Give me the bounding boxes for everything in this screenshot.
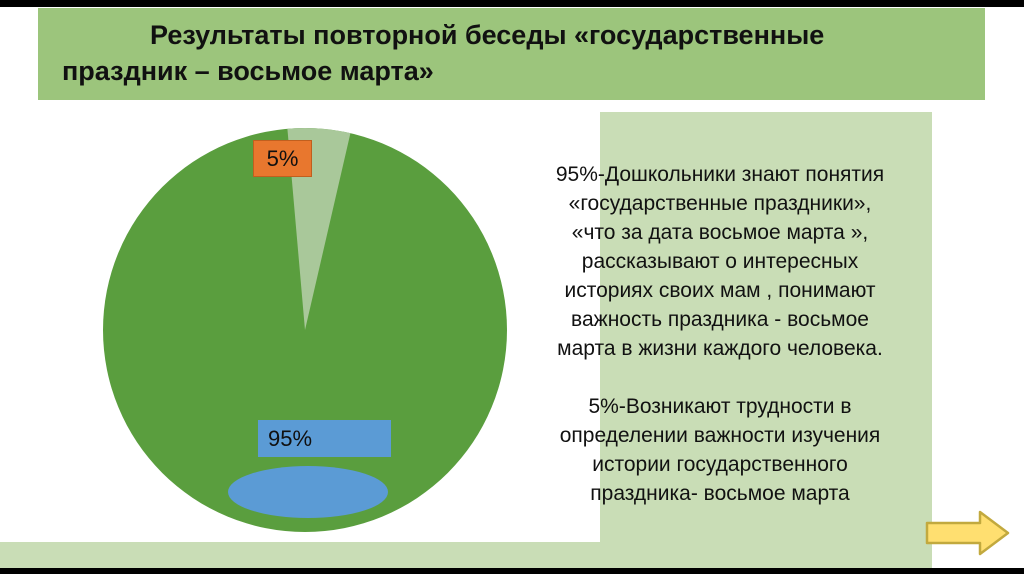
pie-label-95-text: 95% [268,425,313,451]
pie-chart [103,128,507,532]
slide-header: Результаты повторной беседы «государстве… [38,8,985,100]
bottom-border [0,568,1024,574]
pie-label-5-box: 5% [253,140,312,177]
blue-ellipse-shape [228,466,388,518]
description-paragraph-2: 5%-Возникают трудности в определении важ… [559,395,881,505]
top-border [0,0,1024,7]
description-text: 95%-Дошкольники знают понятия «государст… [500,160,940,508]
page-title: Результаты повторной беседы «государстве… [62,20,825,86]
pie-label-5-text: 5% [266,145,299,171]
pie-label-95-box: 95% [258,420,391,457]
pie-slice-5 [287,128,351,330]
description-paragraph-1: 95%-Дошкольники знают понятия «государст… [555,163,885,360]
next-arrow-icon[interactable] [924,508,1012,558]
